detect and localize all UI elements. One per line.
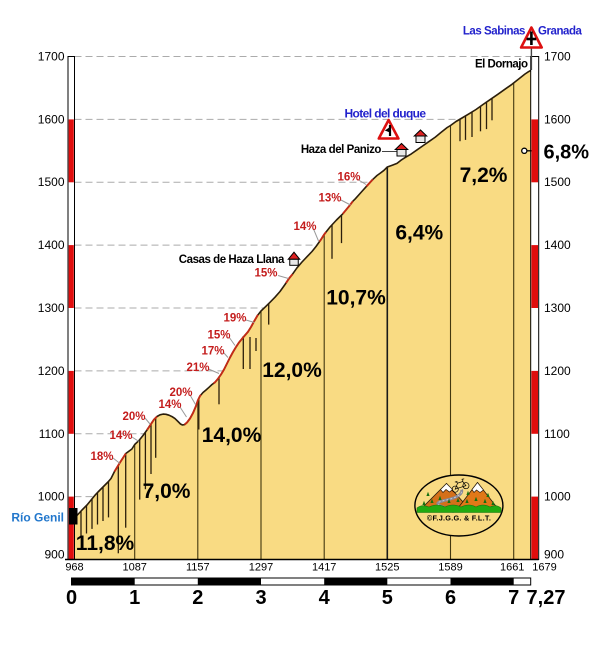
svg-text:1600: 1600 bbox=[544, 112, 571, 126]
svg-text:19%: 19% bbox=[223, 313, 246, 325]
svg-text:©F.J.G.G. & F.L.T.: ©F.J.G.G. & F.L.T. bbox=[427, 514, 491, 523]
svg-text:0: 0 bbox=[66, 587, 77, 609]
svg-text:4: 4 bbox=[319, 587, 331, 609]
svg-text:7: 7 bbox=[508, 587, 519, 609]
svg-text:1525: 1525 bbox=[375, 562, 399, 574]
svg-text:1200: 1200 bbox=[38, 364, 65, 378]
svg-text:14%: 14% bbox=[293, 221, 316, 233]
svg-text:1400: 1400 bbox=[38, 238, 65, 252]
svg-text:1661: 1661 bbox=[500, 562, 524, 574]
svg-text:1000: 1000 bbox=[544, 490, 571, 504]
svg-text:1300: 1300 bbox=[38, 301, 65, 315]
svg-text:Granada: Granada bbox=[538, 26, 583, 38]
svg-text:14%: 14% bbox=[109, 430, 132, 442]
svg-text:1589: 1589 bbox=[438, 562, 462, 574]
svg-text:15%: 15% bbox=[254, 268, 277, 280]
svg-text:1200: 1200 bbox=[544, 364, 571, 378]
svg-text:1157: 1157 bbox=[186, 562, 210, 574]
svg-text:7,2%: 7,2% bbox=[460, 164, 508, 187]
svg-text:Las Sabinas: Las Sabinas bbox=[463, 26, 525, 38]
svg-text:1000: 1000 bbox=[38, 490, 65, 504]
svg-text:14,0%: 14,0% bbox=[202, 424, 262, 447]
svg-text:1700: 1700 bbox=[38, 50, 65, 64]
svg-text:1100: 1100 bbox=[544, 427, 570, 441]
svg-text:1300: 1300 bbox=[544, 301, 571, 315]
svg-text:14%: 14% bbox=[158, 399, 181, 411]
svg-text:900: 900 bbox=[544, 548, 564, 562]
svg-text:1400: 1400 bbox=[544, 238, 571, 252]
svg-text:1500: 1500 bbox=[544, 175, 571, 189]
svg-text:17%: 17% bbox=[201, 346, 224, 358]
svg-text:1087: 1087 bbox=[122, 562, 146, 574]
svg-text:10,7%: 10,7% bbox=[326, 287, 386, 310]
svg-text:900: 900 bbox=[44, 548, 64, 562]
svg-text:Hotel del duque: Hotel del duque bbox=[344, 107, 426, 121]
svg-text:6: 6 bbox=[445, 587, 456, 609]
svg-text:2: 2 bbox=[192, 587, 203, 609]
svg-text:3: 3 bbox=[255, 587, 266, 609]
svg-text:El Dornajo: El Dornajo bbox=[475, 59, 528, 71]
svg-text:968: 968 bbox=[65, 562, 83, 574]
svg-text:1600: 1600 bbox=[38, 112, 65, 126]
svg-text:7,0%: 7,0% bbox=[143, 480, 191, 503]
svg-text:5: 5 bbox=[382, 587, 393, 609]
svg-text:1417: 1417 bbox=[312, 562, 336, 574]
svg-text:21%: 21% bbox=[186, 362, 209, 374]
svg-text:11,8%: 11,8% bbox=[76, 532, 135, 555]
svg-text:1679: 1679 bbox=[532, 562, 556, 574]
svg-text:13%: 13% bbox=[318, 193, 341, 205]
svg-text:20%: 20% bbox=[122, 411, 145, 423]
svg-text:Haza del Panizo: Haza del Panizo bbox=[301, 144, 382, 156]
svg-text:6,4%: 6,4% bbox=[395, 222, 443, 245]
svg-text:20%: 20% bbox=[169, 387, 192, 399]
svg-text:6,8%: 6,8% bbox=[544, 142, 590, 164]
svg-text:Río Genil: Río Genil bbox=[11, 511, 64, 525]
svg-text:1297: 1297 bbox=[249, 562, 273, 574]
svg-text:1100: 1100 bbox=[39, 427, 65, 441]
svg-text:18%: 18% bbox=[90, 451, 113, 463]
svg-text:7,27: 7,27 bbox=[527, 587, 566, 609]
svg-text:1700: 1700 bbox=[544, 50, 571, 64]
svg-text:1500: 1500 bbox=[38, 175, 65, 189]
svg-text:Casas de Haza Llana: Casas de Haza Llana bbox=[179, 254, 285, 266]
svg-text:12,0%: 12,0% bbox=[262, 359, 322, 382]
svg-text:1: 1 bbox=[129, 587, 140, 609]
svg-text:15%: 15% bbox=[207, 330, 230, 342]
svg-text:16%: 16% bbox=[337, 172, 360, 184]
